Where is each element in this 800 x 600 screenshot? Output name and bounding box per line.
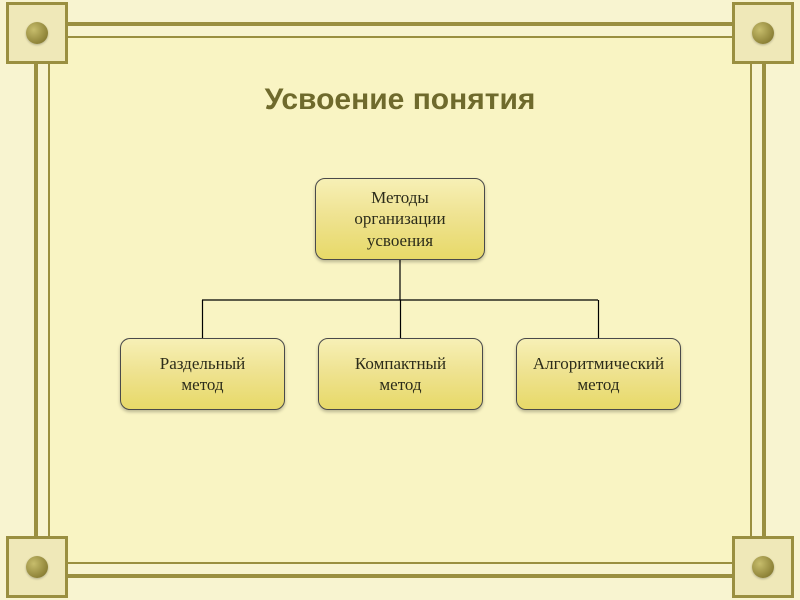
child-node-1-label: Компактный метод bbox=[355, 353, 446, 396]
child-node-0-label: Раздельный метод bbox=[160, 353, 245, 396]
child-node-2: Алгоритмический метод bbox=[516, 338, 681, 410]
content-area: Усвоение понятия Методы организации усво… bbox=[50, 38, 750, 562]
child-node-1: Компактный метод bbox=[318, 338, 483, 410]
slide-title: Усвоение понятия bbox=[50, 83, 750, 117]
child-node-2-label: Алгоритмический метод bbox=[533, 353, 664, 396]
root-node-label: Методы организации усвоения bbox=[354, 187, 445, 251]
root-node: Методы организации усвоения bbox=[315, 178, 485, 260]
child-node-0: Раздельный метод bbox=[120, 338, 285, 410]
